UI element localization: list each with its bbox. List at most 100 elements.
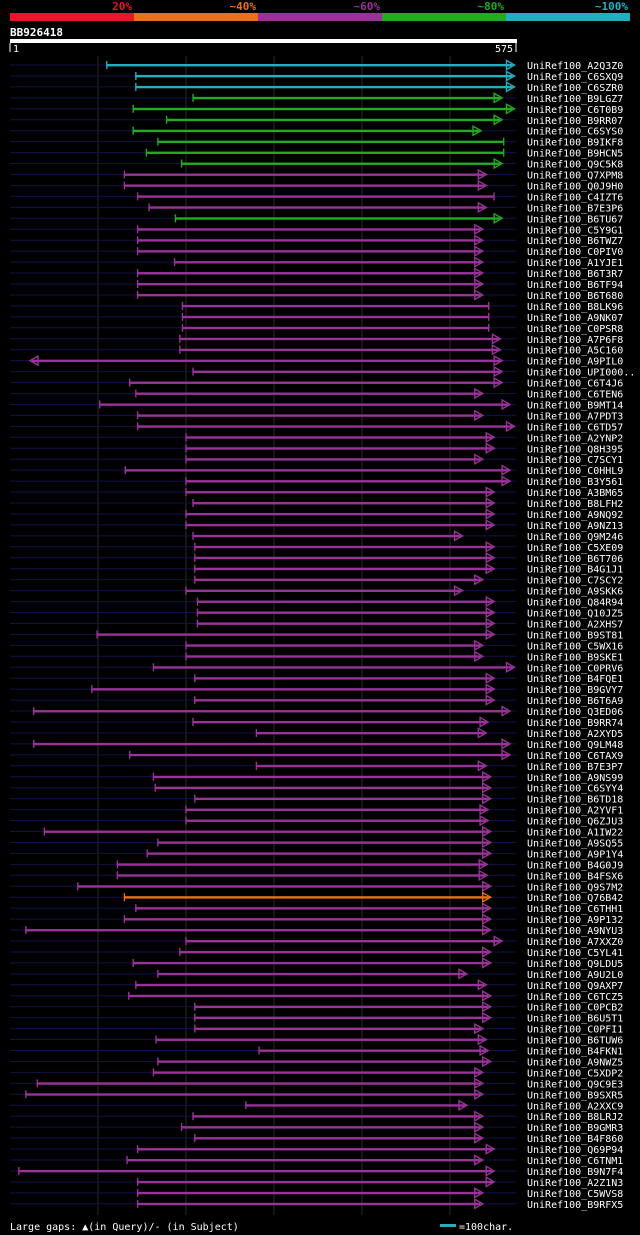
hit-row[interactable]: UniRef100_C6THH1 [10, 902, 623, 916]
hit-row[interactable]: UniRef100_Q10JZ5 [10, 606, 623, 620]
hit-name[interactable]: UniRef100_C5WVS8 [527, 1189, 623, 1200]
hit-name[interactable]: UniRef100_B9RFX5 [527, 1200, 623, 1211]
hit-name[interactable]: UniRef100_B6TU67 [527, 214, 623, 225]
hit-row[interactable]: UniRef100_B6T706 [10, 552, 623, 565]
hit-row[interactable]: UniRef100_B4FKN1 [10, 1044, 623, 1058]
hit-row[interactable]: UniRef100_C5WVS8 [10, 1187, 623, 1200]
hit-row[interactable]: UniRef100_B9SXR5 [10, 1088, 623, 1102]
hit-row[interactable]: UniRef100_A2YVF1 [10, 803, 623, 817]
hit-row[interactable]: UniRef100_A9SKK6 [10, 584, 623, 598]
hit-row[interactable]: UniRef100_B6TWZ7 [10, 234, 623, 248]
hit-name[interactable]: UniRef100_C0PRV6 [527, 663, 623, 674]
hit-name[interactable]: UniRef100_Q10JZ5 [527, 609, 623, 620]
hit-row[interactable]: UniRef100_B9GMR3 [10, 1121, 623, 1135]
hit-row[interactable]: UniRef100_B8LRJ2 [10, 1110, 623, 1124]
hit-name[interactable]: UniRef100_A1YJE1 [527, 258, 623, 269]
hit-name[interactable]: UniRef100_A1IW22 [527, 828, 623, 839]
hit-name[interactable]: UniRef100_A9PIL0 [527, 357, 623, 368]
hit-row[interactable]: UniRef100_C6T4J6 [10, 376, 623, 390]
hit-row[interactable]: UniRef100_C7SCY2 [10, 573, 623, 587]
hit-name[interactable]: UniRef100_B8LK96 [527, 302, 623, 313]
hit-name[interactable]: UniRef100_Q6ZJU3 [527, 817, 623, 828]
hit-row[interactable]: UniRef100_Q9LDU5 [10, 957, 623, 970]
hit-name[interactable]: UniRef100_B6TUW6 [527, 1036, 623, 1047]
hit-row[interactable]: UniRef100_A9NQ92 [10, 508, 623, 521]
hit-name[interactable]: UniRef100_A2XXC9 [527, 1101, 623, 1112]
hit-row[interactable]: UniRef100_A1YJE1 [10, 256, 623, 270]
hit-name[interactable]: UniRef100_C7SCY2 [527, 576, 623, 587]
hit-name[interactable]: UniRef100_B9SXR5 [527, 1090, 623, 1101]
hit-row[interactable]: UniRef100_B7E3P7 [10, 760, 623, 773]
hit-name[interactable]: UniRef100_Q3ED06 [527, 707, 623, 718]
hit-name[interactable]: UniRef100_B9RR07 [527, 116, 623, 127]
hit-name[interactable]: UniRef100_B6T680 [527, 291, 623, 302]
hit-row[interactable]: UniRef100_A3BM65 [10, 486, 623, 500]
hit-row[interactable]: UniRef100_C6TAX9 [10, 749, 623, 762]
hit-name[interactable]: UniRef100_C5WX16 [527, 641, 623, 652]
hit-name[interactable]: UniRef100_Q9LM48 [527, 740, 623, 751]
hit-row[interactable]: UniRef100_A9SQ55 [10, 836, 623, 850]
hit-row[interactable]: UniRef100_B6TD18 [10, 792, 623, 806]
hit-name[interactable]: UniRef100_B3Y561 [527, 477, 623, 488]
hit-row[interactable]: UniRef100_B6T680 [10, 289, 623, 302]
hit-name[interactable]: UniRef100_B8LFH2 [527, 499, 623, 510]
hit-row[interactable]: UniRef100_A5C160 [10, 344, 623, 357]
hit-row[interactable]: UniRef100_Q69P94 [10, 1143, 623, 1157]
hit-name[interactable]: UniRef100_C6TCZ5 [527, 992, 623, 1003]
hit-name[interactable]: UniRef100_A9NK07 [527, 313, 623, 324]
hit-name[interactable]: UniRef100_B4G0J9 [527, 860, 623, 871]
hit-row[interactable]: UniRef100_C6TD57 [10, 420, 623, 434]
hit-row[interactable]: UniRef100_C6T0B9 [10, 103, 623, 116]
hit-row[interactable]: UniRef100_B9LGZ7 [10, 92, 623, 105]
hit-name[interactable]: UniRef100_UPI000.. [527, 368, 635, 379]
hit-name[interactable]: UniRef100_C5YL41 [527, 948, 623, 959]
hit-row[interactable]: UniRef100_B9ST81 [10, 628, 623, 642]
hit-name[interactable]: UniRef100_C6THH1 [527, 904, 623, 915]
hit-name[interactable]: UniRef100_B6U5T1 [527, 1014, 623, 1025]
hit-row[interactable]: UniRef100_C6SZR0 [10, 81, 623, 94]
hit-name[interactable]: UniRef100_A9NWZ5 [527, 1057, 623, 1068]
hit-name[interactable]: UniRef100_A9NYU3 [527, 926, 623, 937]
hit-row[interactable]: UniRef100_C6TNM1 [10, 1154, 623, 1168]
hit-row[interactable]: UniRef100_B6TF94 [10, 278, 623, 292]
hit-name[interactable]: UniRef100_B4FQE1 [527, 674, 623, 685]
hit-name[interactable]: UniRef100_C6TAX9 [527, 751, 623, 762]
hit-row[interactable]: UniRef100_B4FQE1 [10, 672, 623, 686]
hit-name[interactable]: UniRef100_A7XXZ0 [527, 937, 623, 948]
hit-name[interactable]: UniRef100_Q9C5K8 [527, 160, 623, 171]
hit-name[interactable]: UniRef100_B9N7F4 [527, 1167, 623, 1178]
hit-row[interactable]: UniRef100_Q76B42 [10, 891, 623, 905]
hit-row[interactable]: UniRef100_UPI000.. [10, 365, 635, 379]
hit-row[interactable]: UniRef100_C6SYS0 [10, 125, 623, 138]
hit-name[interactable]: UniRef100_C7SCY1 [527, 455, 623, 466]
hit-row[interactable]: UniRef100_B6T6A9 [10, 694, 623, 708]
hit-name[interactable]: UniRef100_C6SYS0 [527, 127, 623, 138]
hit-name[interactable]: UniRef100_C5XE09 [527, 543, 623, 554]
hit-row[interactable]: UniRef100_C5XDP2 [10, 1066, 623, 1080]
hit-row[interactable]: UniRef100_A9PIL0 [10, 354, 623, 368]
hit-row[interactable]: UniRef100_A2YNP2 [10, 431, 623, 445]
hit-name[interactable]: UniRef100_C4IZT6 [527, 192, 623, 203]
hit-name[interactable]: UniRef100_C6SXQ9 [527, 72, 623, 83]
hit-row[interactable]: UniRef100_C6SXQ9 [10, 70, 623, 83]
hit-row[interactable]: UniRef100_A7P6F8 [10, 333, 623, 346]
hit-name[interactable]: UniRef100_B7E3P6 [527, 203, 623, 214]
hit-row[interactable]: UniRef100_A1IW22 [10, 825, 623, 839]
hit-name[interactable]: UniRef100_B9IKF8 [527, 138, 623, 149]
hit-row[interactable]: UniRef100_B8LFH2 [10, 497, 623, 511]
hit-name[interactable]: UniRef100_B4FSX6 [527, 871, 623, 882]
hit-row[interactable]: UniRef100_A2XXC9 [10, 1099, 623, 1113]
hit-row[interactable]: UniRef100_A9P132 [10, 913, 623, 927]
hit-row[interactable]: UniRef100_A9U2L0 [10, 968, 623, 981]
hit-name[interactable]: UniRef100_A9P132 [527, 915, 623, 926]
hit-name[interactable]: UniRef100_C6T0B9 [527, 105, 623, 116]
hit-row[interactable]: UniRef100_B9HCN5 [10, 148, 623, 160]
hit-row[interactable]: UniRef100_B3Y561 [10, 475, 623, 489]
hit-name[interactable]: UniRef100_Q9M246 [527, 532, 623, 543]
hit-row[interactable]: UniRef100_A7PDT3 [10, 409, 623, 423]
hit-row[interactable]: UniRef100_Q7XPM8 [10, 168, 623, 182]
hit-row[interactable]: UniRef100_Q8H395 [10, 442, 623, 456]
hit-name[interactable]: UniRef100_Q69P94 [527, 1145, 623, 1156]
hit-row[interactable]: UniRef100_A2XYD5 [10, 727, 623, 740]
hit-name[interactable]: UniRef100_A2Z1N3 [527, 1178, 623, 1189]
